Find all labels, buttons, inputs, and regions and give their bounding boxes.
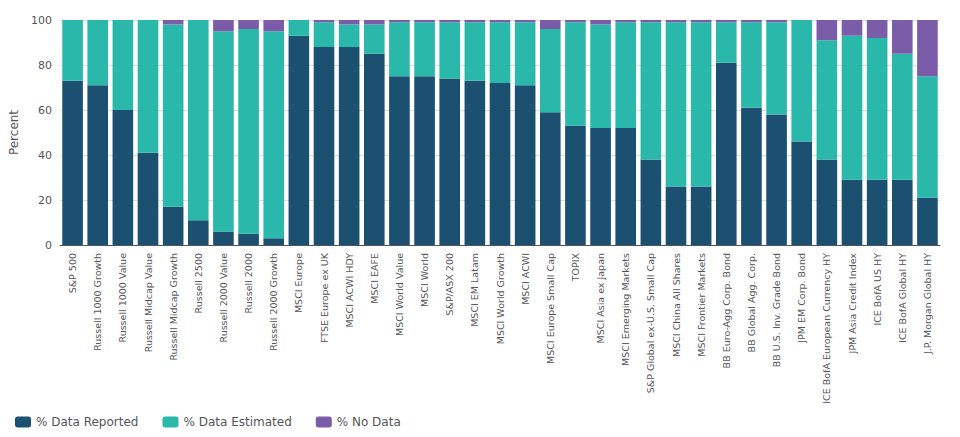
svg-text:J.P. Morgan Global HY: J.P. Morgan Global HY bbox=[922, 253, 933, 355]
svg-text:Percent: Percent bbox=[7, 110, 21, 155]
svg-text:0: 0 bbox=[45, 239, 52, 252]
svg-text:TOPIX: TOPIX bbox=[570, 253, 581, 283]
svg-text:MSCI China All Shares: MSCI China All Shares bbox=[671, 253, 682, 357]
svg-text:S&P/ASX 200: S&P/ASX 200 bbox=[444, 253, 455, 316]
svg-text:Russell 1000 Value: Russell 1000 Value bbox=[117, 253, 128, 343]
svg-text:% Data Estimated: % Data Estimated bbox=[183, 415, 291, 429]
svg-text:ICE BofA US HY: ICE BofA US HY bbox=[872, 253, 883, 326]
svg-text:MSCI Europe: MSCI Europe bbox=[293, 253, 304, 313]
svg-text:Russell 2000: Russell 2000 bbox=[243, 253, 254, 313]
svg-text:% Data Reported: % Data Reported bbox=[36, 415, 138, 429]
svg-text:100: 100 bbox=[31, 14, 52, 27]
svg-text:MSCI Europe Small Cap: MSCI Europe Small Cap bbox=[545, 253, 556, 364]
svg-text:MSCI Emerging Markets: MSCI Emerging Markets bbox=[620, 253, 631, 366]
svg-text:JPM EM Corp. Bond: JPM EM Corp. Bond bbox=[796, 253, 807, 344]
svg-text:Russell 2000 Value: Russell 2000 Value bbox=[218, 253, 229, 343]
svg-text:20: 20 bbox=[38, 194, 52, 207]
svg-text:60: 60 bbox=[38, 104, 52, 117]
svg-text:S&P Global ex-U.S. Small Cap: S&P Global ex-U.S. Small Cap bbox=[645, 253, 656, 393]
svg-text:MSCI EM Latam: MSCI EM Latam bbox=[469, 253, 480, 327]
svg-text:S&P 500: S&P 500 bbox=[67, 253, 78, 293]
svg-text:Russell 1000 Growth: Russell 1000 Growth bbox=[92, 253, 103, 351]
svg-text:MSCI Asia ex Japan: MSCI Asia ex Japan bbox=[595, 253, 606, 343]
svg-text:BB Euro-Agg Corp. Bond: BB Euro-Agg Corp. Bond bbox=[721, 253, 732, 368]
svg-text:MSCI World Growth: MSCI World Growth bbox=[495, 253, 506, 344]
svg-text:% No Data: % No Data bbox=[337, 415, 401, 429]
svg-text:MSCI EAFE: MSCI EAFE bbox=[369, 253, 380, 304]
svg-text:MSCI ACWI: MSCI ACWI bbox=[520, 253, 531, 305]
svg-text:Russell 2500: Russell 2500 bbox=[193, 253, 204, 313]
svg-text:MSCI ACWI HDY: MSCI ACWI HDY bbox=[344, 253, 355, 328]
svg-text:80: 80 bbox=[38, 59, 52, 72]
svg-text:Russell 2000 Growth: Russell 2000 Growth bbox=[268, 253, 279, 351]
svg-text:40: 40 bbox=[38, 149, 52, 162]
svg-text:BB Global Agg. Corp.: BB Global Agg. Corp. bbox=[746, 253, 757, 352]
svg-text:MSCI Frontier Markets: MSCI Frontier Markets bbox=[696, 253, 707, 357]
svg-text:MSCI World: MSCI World bbox=[419, 253, 430, 307]
svg-text:BB U.S. Inv. Grade Bond: BB U.S. Inv. Grade Bond bbox=[771, 253, 782, 367]
svg-text:ICE BofA European Currency HY: ICE BofA European Currency HY bbox=[821, 253, 832, 404]
svg-text:ICE BofA Global HY: ICE BofA Global HY bbox=[897, 253, 908, 343]
svg-text:MSCI World Value: MSCI World Value bbox=[394, 253, 405, 336]
svg-text:FTSE Europe ex UK: FTSE Europe ex UK bbox=[319, 252, 330, 343]
svg-text:Russell Midcap Growth: Russell Midcap Growth bbox=[168, 253, 179, 361]
svg-text:Russell Midcap Value: Russell Midcap Value bbox=[143, 253, 154, 352]
svg-text:JPM Asia Credit Index: JPM Asia Credit Index bbox=[847, 253, 858, 355]
